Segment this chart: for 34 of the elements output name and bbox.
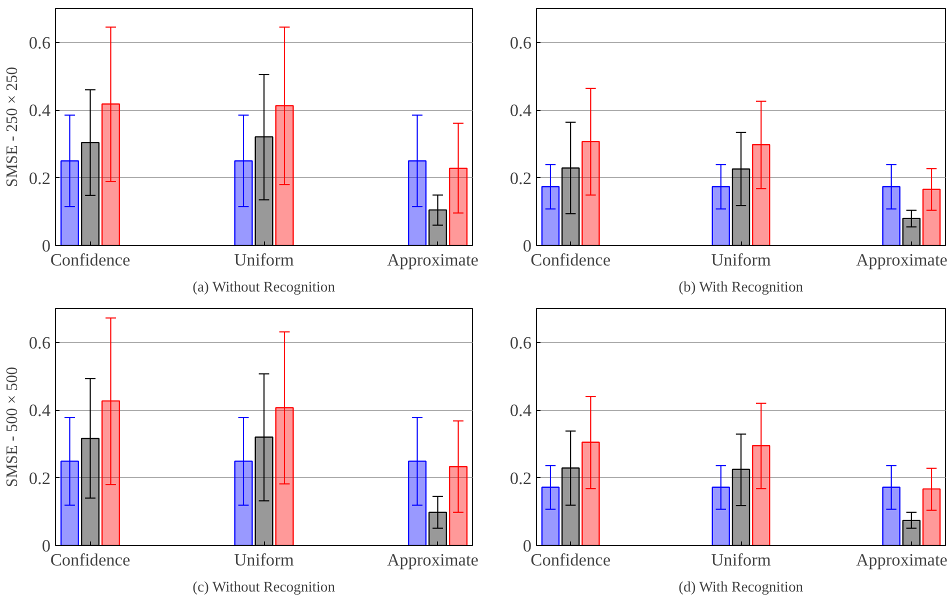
x-tick-label: Approximate	[387, 550, 479, 570]
y-tick-label: 0	[42, 536, 51, 556]
y-axis-title: SMSE - 250 × 250	[4, 66, 21, 188]
y-tick-label: 0	[522, 236, 532, 256]
text: (c) Without Recognition	[192, 580, 336, 596]
y-tick-label: 0.2	[28, 168, 51, 188]
y-tick-label: 0.6	[510, 33, 532, 52]
text: (a) Without Recognition	[192, 280, 336, 296]
x-tick-label: Uniform	[234, 250, 294, 270]
x-tick-label: Approximate	[856, 550, 947, 570]
x-tick-label: Uniform	[711, 250, 772, 270]
text: (b) With Recognition	[678, 280, 804, 296]
y-tick-label: 0	[42, 236, 51, 256]
y-tick-label: 0.4	[510, 401, 532, 420]
x-tick-label: Confidence	[50, 250, 130, 270]
y-tick-label: 0	[522, 536, 532, 556]
x-tick-label: Uniform	[234, 550, 294, 570]
x-tick-label: Confidence	[530, 250, 611, 270]
y-tick-label: 0.2	[510, 168, 532, 188]
y-tick-label: 0.4	[510, 101, 532, 120]
x-tick-label: Confidence	[50, 550, 130, 570]
y-tick-label: 0.6	[28, 333, 51, 352]
y-tick-label: 0.4	[28, 101, 51, 120]
y-tick-label: 0.6	[510, 333, 532, 352]
x-tick-label: Confidence	[530, 550, 611, 570]
y-axis-title: SMSE - 500 × 500	[4, 366, 21, 488]
text: (d) With Recognition	[678, 580, 804, 596]
x-tick-label: Uniform	[711, 550, 772, 570]
y-tick-label: 0.2	[510, 468, 532, 488]
x-tick-label: Approximate	[856, 250, 947, 270]
x-tick-label: Approximate	[387, 250, 479, 270]
y-tick-label: 0.2	[28, 468, 51, 488]
y-tick-label: 0.6	[28, 33, 51, 52]
y-tick-label: 0.4	[28, 401, 51, 420]
